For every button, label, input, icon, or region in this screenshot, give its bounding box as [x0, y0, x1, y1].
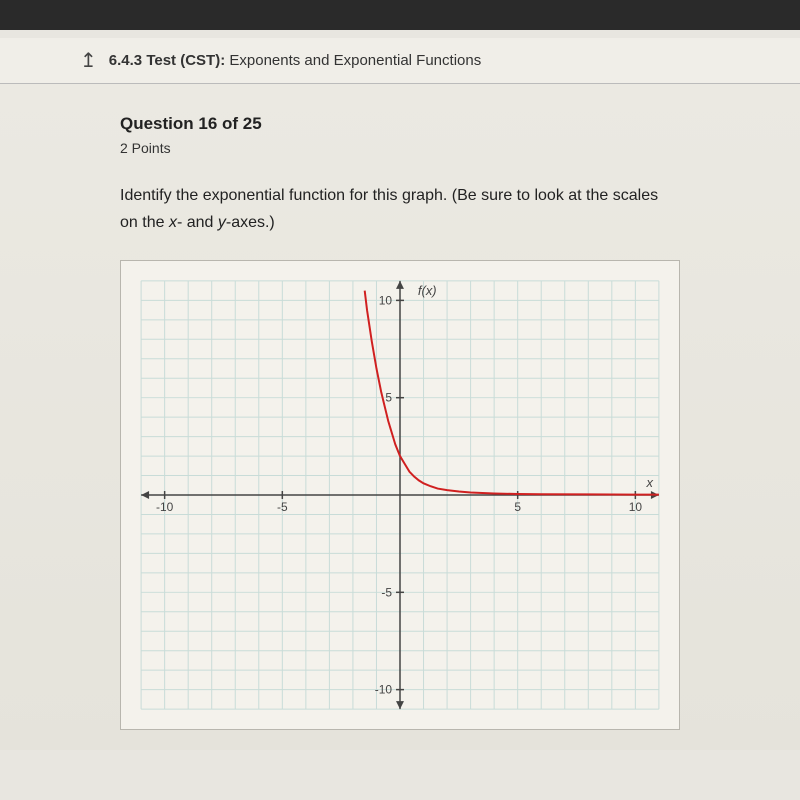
- svg-text:-10: -10: [375, 683, 393, 697]
- svg-text:-10: -10: [156, 500, 174, 514]
- prompt-x: x: [169, 214, 177, 231]
- svg-text:x: x: [645, 475, 653, 490]
- test-topic: Exponents and Exponential Functions: [229, 52, 481, 69]
- browser-top-bar: [0, 0, 800, 30]
- prompt-mid: - and: [177, 214, 218, 231]
- svg-text:f(x): f(x): [418, 283, 437, 298]
- prompt-text-2: -axes.): [226, 214, 275, 231]
- question-area: Question 16 of 25 2 Points Identify the …: [0, 84, 800, 750]
- page-content: ↥ 6.4.3 Test (CST): Exponents and Expone…: [0, 30, 800, 800]
- svg-text:5: 5: [385, 391, 392, 405]
- exponential-graph: -10-5510-10-5510xf(x): [121, 261, 679, 729]
- svg-text:5: 5: [514, 500, 521, 514]
- question-prompt: Identify the exponential function for th…: [120, 182, 680, 236]
- test-header-bar: ↥ 6.4.3 Test (CST): Exponents and Expone…: [0, 38, 800, 84]
- question-points: 2 Points: [120, 140, 680, 156]
- svg-text:-5: -5: [381, 586, 392, 600]
- prompt-y: y: [218, 214, 226, 231]
- test-number: 6.4.3: [109, 52, 142, 69]
- back-arrow-icon[interactable]: ↥: [80, 48, 97, 73]
- svg-text:-5: -5: [277, 500, 288, 514]
- question-number-header: Question 16 of 25: [120, 114, 680, 134]
- svg-text:10: 10: [379, 294, 393, 308]
- svg-text:10: 10: [629, 500, 643, 514]
- graph-container: -10-5510-10-5510xf(x): [120, 260, 680, 730]
- test-label: Test (CST):: [146, 52, 225, 69]
- test-title: 6.4.3 Test (CST): Exponents and Exponent…: [109, 52, 481, 69]
